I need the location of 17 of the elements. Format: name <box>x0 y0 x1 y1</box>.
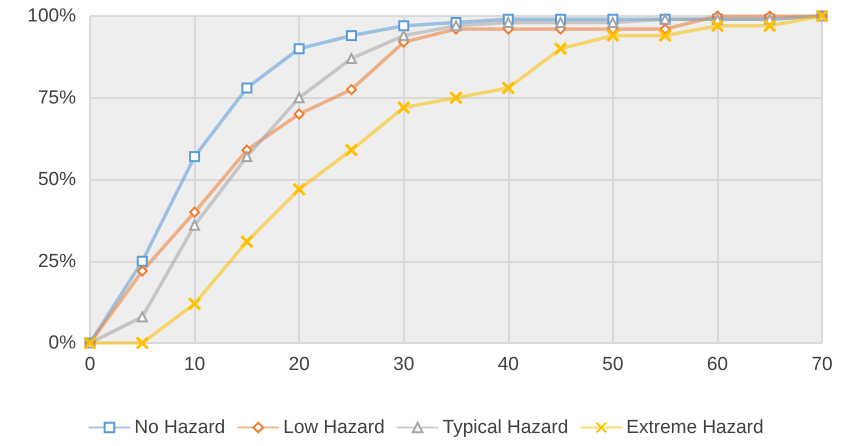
x-tick-label: 20 <box>288 354 310 375</box>
y-tick-label: 50% <box>38 169 76 190</box>
x-tick-label: 70 <box>811 354 833 375</box>
x-tick-label: 0 <box>84 354 96 375</box>
y-tick-label: 25% <box>38 250 76 272</box>
x-tick-label: 10 <box>184 354 206 375</box>
y-tick-label: 0% <box>48 332 76 354</box>
legend-label: Low Hazard <box>283 417 385 438</box>
y-tick-label: 100% <box>27 6 76 26</box>
legend-label: Typical Hazard <box>442 417 568 438</box>
x-tick-label: 30 <box>393 354 414 375</box>
legend-label: No Hazard <box>134 417 226 438</box>
legend-label: Extreme Hazard <box>626 417 764 438</box>
x-tick-label: 40 <box>498 354 519 375</box>
x-tick-label: 50 <box>602 354 624 375</box>
x-tick-label: 60 <box>706 354 728 375</box>
y-tick-label: 75% <box>38 87 76 108</box>
